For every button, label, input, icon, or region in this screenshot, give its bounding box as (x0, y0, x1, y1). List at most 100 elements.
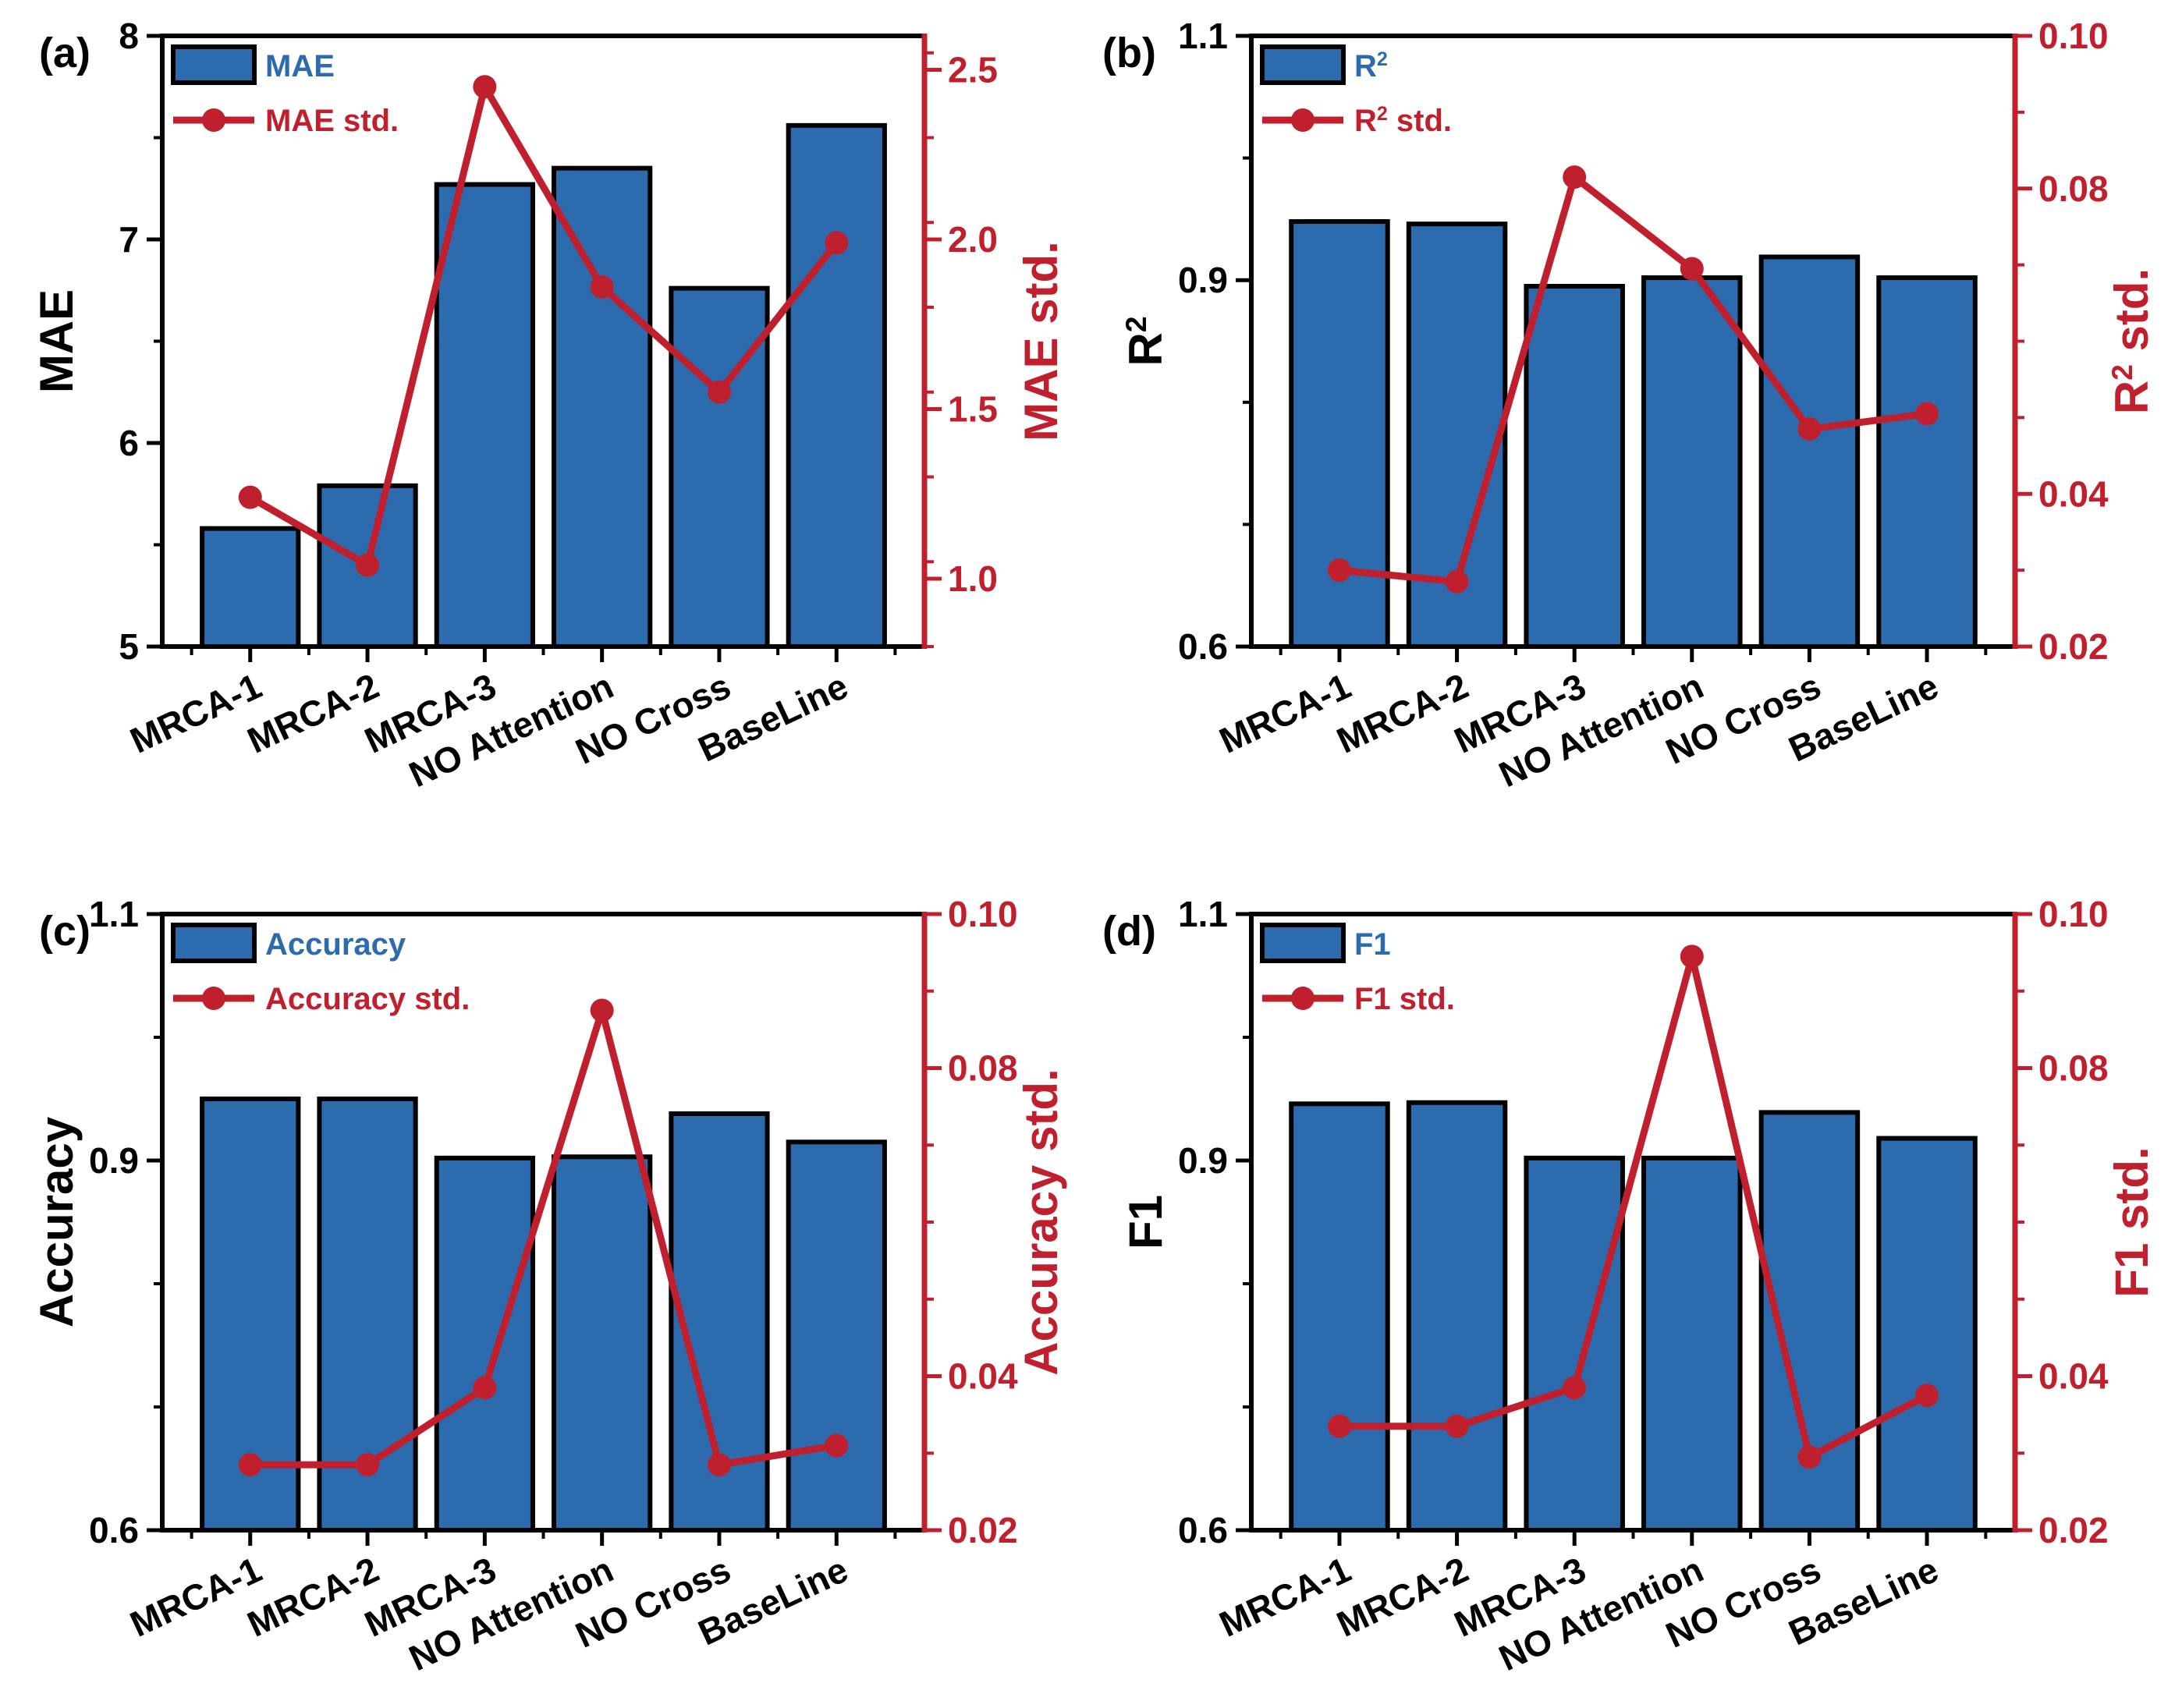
std-point-mrca-3 (473, 75, 497, 99)
panel-label: (d) (1102, 908, 1156, 955)
chart-panel-c: 0.60.91.10.020.040.080.10MRCA-1MRCA-2MRC… (30, 894, 1067, 1678)
legend-bar-label-sup: 2 (1377, 48, 1388, 70)
y2-tick-label: 0.08 (2038, 168, 2109, 209)
y-axis-title: MAE (30, 289, 83, 393)
std-point-no-attention (590, 275, 614, 299)
bar-mrca-1 (1289, 219, 1390, 650)
legend-line-label-sup: 2 (1377, 103, 1388, 125)
std-point-mrca-1 (238, 1453, 262, 1477)
legend-bar-label-base: R (1354, 49, 1377, 83)
y2-axis-title-base: MAE std. (1015, 241, 1067, 441)
bar-baseline (1876, 275, 1978, 649)
bar-mrca-3 (434, 1155, 535, 1533)
legend-line-label-base: F1 std. (1354, 982, 1455, 1016)
y2-tick-label: 0.02 (2038, 1510, 2109, 1550)
legend-bar-swatch (1260, 923, 1346, 963)
y2-axis-title: Accuracy std. (1015, 1068, 1067, 1376)
std-point-no-cross (1797, 417, 1822, 441)
std-point-mrca-1 (238, 485, 262, 509)
legend-bar-label-base: F1 (1354, 927, 1391, 962)
x-tick-label: MRCA-2 (241, 665, 385, 761)
bar-mrca-1 (200, 526, 301, 649)
std-point-baseline (825, 1433, 849, 1458)
legend-line-label: R2 std. (1354, 103, 1452, 138)
bar-mrca-3 (1524, 284, 1625, 649)
legend-bar-label: F1 (1354, 927, 1391, 962)
legend: F1 F1 std. (1260, 923, 1455, 1016)
y2-tick-label: 2.0 (948, 219, 998, 260)
legend-line-label: F1 std. (1354, 982, 1455, 1016)
legend-line-label-base: Accuracy std. (265, 982, 470, 1016)
legend-bar-label: MAE (265, 49, 335, 83)
x-tick-label: MRCA-2 (1331, 665, 1474, 761)
y2-tick-label: 0.04 (948, 1356, 1018, 1397)
legend-line-marker (202, 108, 225, 132)
y-tick-label: 8 (119, 16, 139, 56)
x-tick-label: MRCA-1 (1213, 1549, 1357, 1645)
bar-baseline (786, 1139, 887, 1533)
chart-panel-d: 0.60.91.10.020.040.080.10MRCA-1MRCA-2MRC… (1102, 894, 2158, 1678)
legend-bar-swatch (171, 44, 257, 85)
legend-line-marker (1291, 108, 1315, 132)
y2-axis-title-sup: 2 (2106, 364, 2138, 381)
std-point-no-attention (590, 998, 614, 1022)
y2-tick-label: 1.0 (948, 558, 998, 599)
std-point-mrca-2 (356, 1453, 380, 1477)
std-point-baseline (1915, 1384, 1939, 1408)
panel-label: (a) (39, 30, 90, 76)
legend-bar-label-base: MAE (265, 49, 335, 83)
legend: MAE MAE std. (171, 44, 399, 138)
std-point-mrca-3 (1563, 165, 1587, 190)
y2-tick-label: 1.5 (948, 389, 998, 430)
std-line (1339, 173, 1928, 586)
y-axis-title-base: MAE (30, 289, 83, 393)
x-tick-label: MRCA-2 (1331, 1549, 1474, 1645)
std-point-no-attention (1680, 257, 1704, 281)
legend-line-marker (1291, 987, 1315, 1010)
legend-bar-swatch (1260, 44, 1346, 85)
legend-line-label: Accuracy std. (265, 982, 470, 1016)
y2-axis-title-suffix: std. (2106, 268, 2158, 364)
std-point-mrca-3 (473, 1376, 497, 1400)
std-point-no-cross (1797, 1445, 1822, 1469)
y-tick-label: 1.1 (1178, 894, 1228, 934)
y-tick-label: 7 (119, 219, 139, 260)
y2-axis-title-base: Accuracy std. (1015, 1068, 1067, 1376)
std-line (1339, 952, 1929, 1461)
legend-line-marker (202, 987, 225, 1010)
y-axis-title: R2 (1119, 317, 1172, 367)
bar-no-attention (552, 1154, 653, 1533)
y-tick-label: 1.1 (89, 894, 139, 934)
std-point-mrca-2 (1445, 1414, 1469, 1438)
bar-mrca-2 (1406, 1100, 1508, 1533)
y2-axis-title: F1 std. (2106, 1146, 2158, 1297)
x-tick-label: MRCA-2 (241, 1549, 385, 1645)
std-point-no-cross (707, 1453, 731, 1477)
std-point-no-attention (1680, 944, 1704, 969)
std-point-mrca-2 (1445, 569, 1469, 594)
y-tick-label: 5 (119, 626, 139, 667)
bar-mrca-1 (1289, 1101, 1390, 1533)
std-point-baseline (1915, 402, 1939, 426)
legend-line-label: MAE std. (265, 104, 399, 138)
y2-tick-label: 0.04 (2038, 1356, 2109, 1397)
std-point-baseline (825, 231, 849, 255)
y2-tick-label: 0.10 (2038, 894, 2109, 934)
x-tick-label: MRCA-1 (1213, 665, 1357, 761)
y2-axis-title-base: R (2106, 381, 2158, 414)
std-point-mrca-1 (1327, 1414, 1351, 1438)
y-axis-title-sup: 2 (1120, 317, 1152, 333)
bar-mrca-3 (1524, 1155, 1625, 1533)
bar-mrca-3 (434, 182, 535, 649)
y2-tick-label: 0.02 (2038, 626, 2109, 667)
std-point-mrca-3 (1563, 1376, 1587, 1400)
y-axis-title-base: F1 (1119, 1195, 1172, 1249)
legend-line-label-base: MAE std. (265, 104, 399, 138)
bar-no-attention (552, 165, 653, 649)
y2-tick-label: 0.10 (948, 894, 1018, 934)
y-tick-label: 6 (119, 423, 139, 463)
y2-tick-label: 0.02 (948, 1510, 1018, 1550)
y-tick-label: 1.1 (1178, 16, 1228, 56)
